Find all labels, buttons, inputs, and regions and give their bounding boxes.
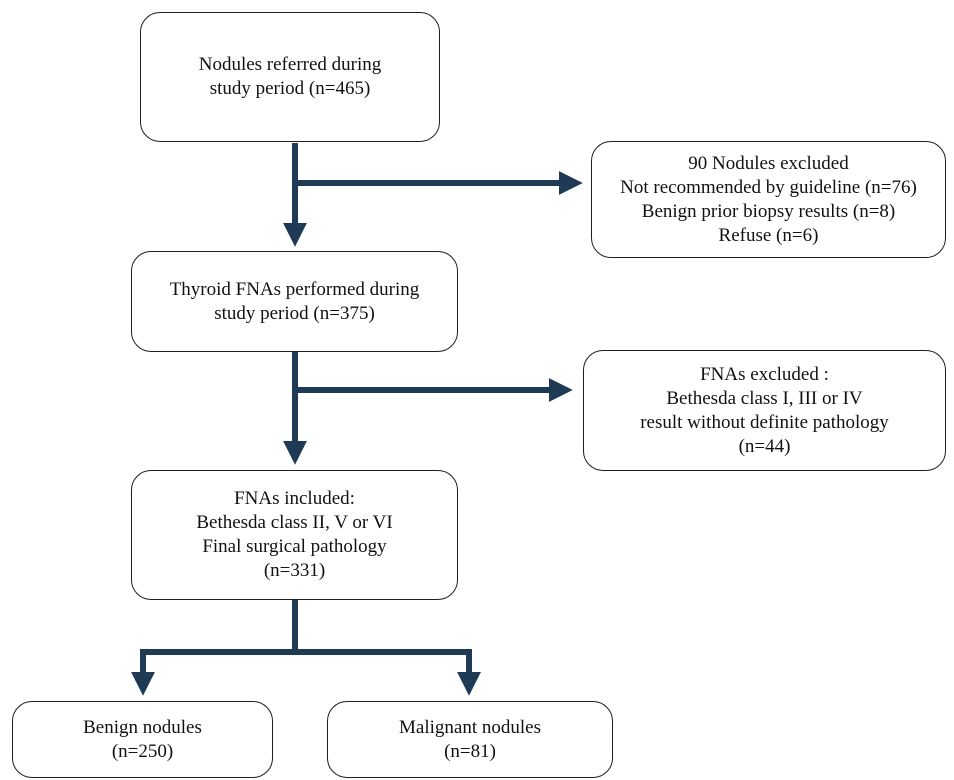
box-fnas-excluded-line-2: Bethesda class I, III or IV: [666, 387, 863, 409]
box-nodules-excluded-line-2: Not recommended by guideline (n=76): [620, 176, 917, 198]
box-fnas-included-line-2: Bethesda class II, V or VI: [196, 512, 393, 533]
box-fnas-included-line-3: Final surgical pathology: [202, 536, 387, 557]
box-fnas-performed-line-2: study period (n=375): [214, 302, 375, 324]
box-nodules-referred-line-2: study period (n=465): [209, 78, 371, 99]
box-benign-nodules-line-2: (n=250): [111, 740, 174, 762]
box-fnas-excluded-line-4: (n=44): [738, 435, 791, 457]
box-benign-nodules: Benign nodules (n=250): [12, 701, 273, 778]
box-nodules-referred: Nodules referred during study period (n=4…: [140, 12, 440, 142]
box-nodules-excluded-line-1: 90 Nodules excluded: [688, 152, 849, 174]
box-fnas-excluded-line-3: result without definite pathology: [640, 411, 889, 433]
box-fnas-included: FNAs included: Bethesda class II, V or VI…: [131, 470, 458, 600]
box-malignant-nodules-line-2: (n=81): [444, 740, 496, 762]
box-fnas-excluded-line-1: FNAs excluded :: [700, 363, 829, 385]
box-fnas-performed-line-1: Thyroid FNAs performed during: [169, 278, 420, 300]
box-nodules-excluded-line-4: Refuse (n=6): [718, 224, 819, 246]
box-nodules-excluded: 90 Nodules excluded Not recommended by gu…: [591, 141, 946, 258]
box-nodules-excluded-line-3: Benign prior biopsy results (n=8): [641, 200, 896, 222]
box-fnas-included-line-4: (n=331): [263, 560, 326, 581]
box-fnas-included-line-1: FNAs included:: [234, 488, 355, 509]
box-fnas-performed: Thyroid FNAs performed during study perio…: [131, 251, 458, 352]
box-fnas-excluded: FNAs excluded : Bethesda class I, III or …: [583, 350, 946, 471]
box-malignant-nodules-line-1: Malignant nodules: [399, 716, 541, 738]
box-malignant-nodules: Malignant nodules (n=81): [327, 701, 613, 778]
box-benign-nodules-line-1: Benign nodules: [83, 716, 202, 738]
box-nodules-referred-line-1: Nodules referred during: [198, 54, 382, 75]
